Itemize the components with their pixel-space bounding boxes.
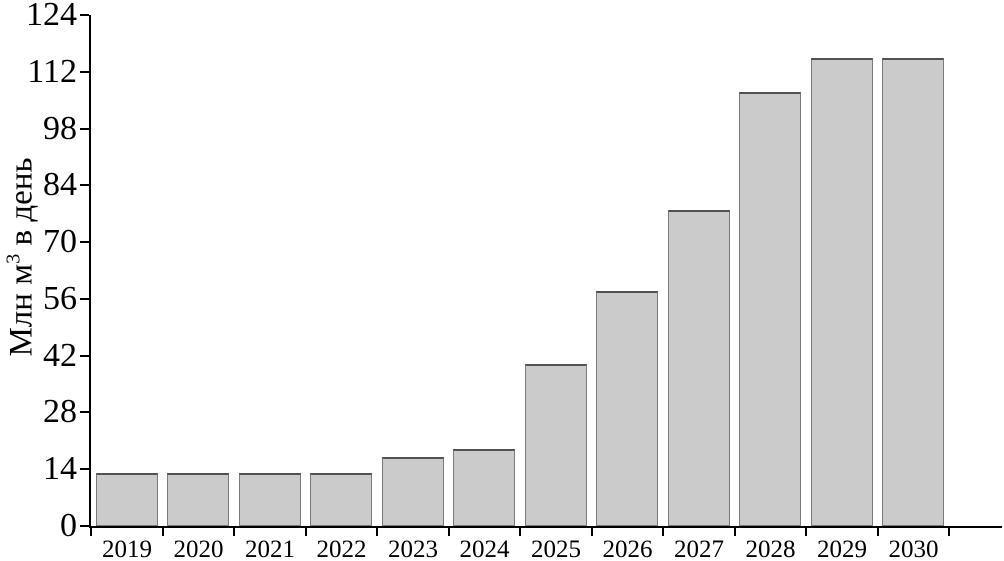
- x-axis-label-2027: 2027: [674, 536, 724, 561]
- y-axis-tick: [80, 14, 89, 16]
- x-axis-label-2025: 2025: [531, 536, 581, 561]
- x-axis-label-2019: 2019: [102, 536, 152, 561]
- x-axis-tick: [876, 528, 879, 536]
- x-axis-tick: [590, 528, 593, 536]
- x-axis-tick: [519, 528, 521, 536]
- bar-2021: [238, 473, 301, 526]
- bar-2022: [310, 473, 373, 526]
- y-axis-tick-label: 112: [27, 52, 77, 90]
- y-axis-tick-label: 28: [43, 393, 77, 431]
- x-axis-label-2030: 2030: [888, 536, 939, 561]
- x-axis-label-2029: 2029: [817, 536, 867, 561]
- x-axis-tick: [662, 528, 664, 536]
- x-axis-tick: [161, 528, 164, 536]
- bar-2023: [381, 457, 444, 526]
- x-axis-tick: [805, 528, 807, 536]
- x-axis-tick: [948, 528, 950, 536]
- x-axis-tick: [376, 528, 378, 536]
- x-axis-tick: [733, 528, 736, 536]
- bar-2026: [596, 290, 659, 526]
- y-axis-tick-label: 124: [26, 0, 77, 33]
- y-axis-tick-label: 56: [43, 279, 77, 317]
- y-axis-tick-label: 0: [60, 507, 77, 544]
- x-axis-tick: [233, 528, 235, 536]
- y-axis-tick: [80, 411, 89, 414]
- y-axis-tick: [80, 525, 89, 527]
- x-axis-label-2023: 2023: [388, 536, 438, 561]
- bar-2029: [810, 57, 873, 526]
- y-axis-tick: [80, 297, 89, 300]
- y-axis-tick-label: 14: [43, 450, 77, 488]
- y-axis-tick-label: 84: [43, 166, 77, 204]
- y-axis-tick: [80, 70, 89, 73]
- x-axis-label-2021: 2021: [245, 536, 295, 561]
- y-axis-tick: [80, 468, 89, 471]
- y-axis-tick: [80, 127, 89, 130]
- bar-2024: [453, 448, 516, 526]
- y-axis-tick-label: 42: [43, 336, 77, 374]
- bar-2025: [524, 363, 587, 526]
- y-axis-tick-label: 70: [43, 223, 77, 261]
- x-axis-label-2020: 2020: [173, 536, 224, 561]
- x-axis-label-2024: 2024: [459, 536, 510, 561]
- bar-2030: [882, 57, 945, 526]
- bar-2028: [739, 92, 802, 526]
- bar-2020: [167, 473, 230, 526]
- plot-area: 0 14 28 42 56 70 84 98 112 124 2019 2020 2021 2022 202…: [26, 0, 1002, 561]
- x-axis-label-2028: 2028: [745, 536, 796, 561]
- y-axis-tick: [80, 184, 89, 187]
- x-axis-tick: [90, 528, 92, 536]
- x-axis-label-2022: 2022: [316, 536, 367, 561]
- x-axis-tick: [304, 528, 307, 536]
- x-axis-label-2026: 2026: [602, 536, 653, 561]
- y-axis-tick: [80, 354, 89, 357]
- bar-2027: [667, 209, 730, 526]
- bar-2019: [95, 473, 158, 526]
- y-axis-tick: [80, 241, 89, 244]
- y-axis-tick-label: 98: [43, 109, 77, 147]
- x-axis-tick: [447, 528, 450, 536]
